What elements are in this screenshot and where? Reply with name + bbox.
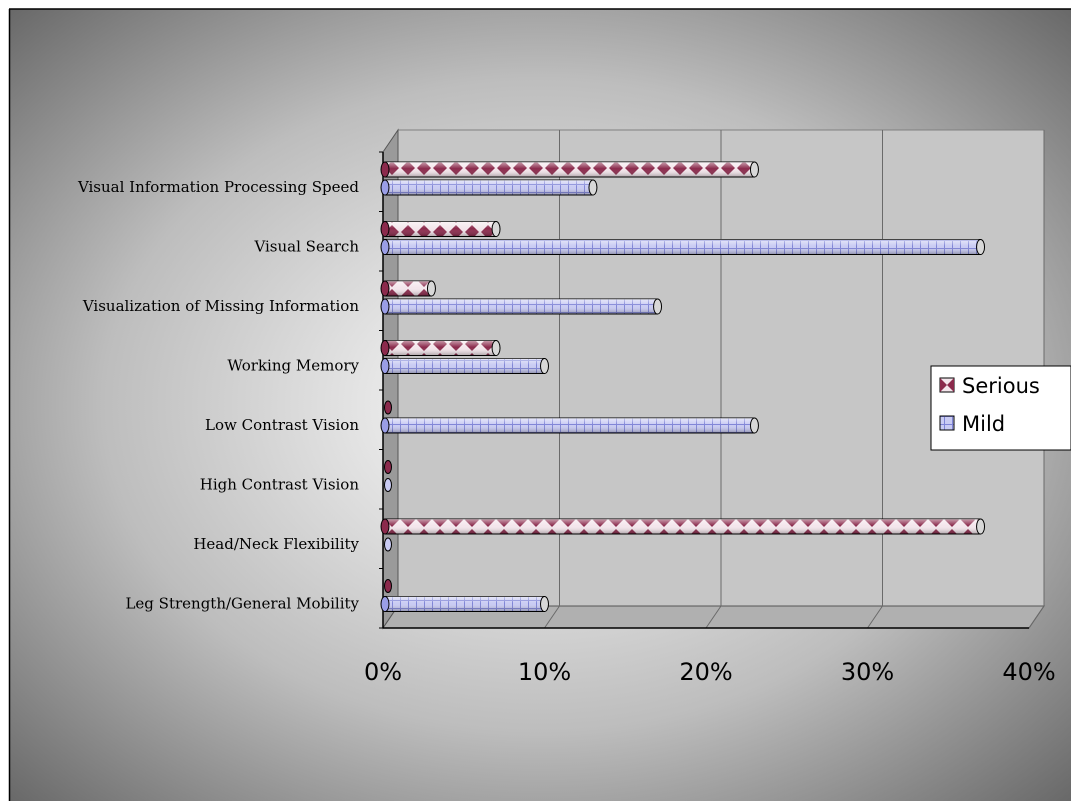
bar-serious-high-contrast-vision (384, 460, 392, 474)
bar-serious-visual-search (380, 221, 501, 237)
bar-serious-visualization-of-missing-information (380, 280, 436, 297)
category-label-head-neck-flexibility: Head/Neck Flexibility (193, 535, 359, 553)
x-tick-label: 20% (679, 658, 732, 686)
bar-mild-visualization-of-missing-information (380, 298, 663, 315)
bar-mild-visual-information-processing-speed (380, 179, 598, 196)
category-label-visualization-of-missing-information: Visualization of Missing Information (82, 297, 359, 315)
bar-serious-head-neck-flexibility (380, 518, 986, 535)
bar-serious-low-contrast-vision (384, 400, 392, 415)
category-labels: Visual Information Processing Speed Visua… (77, 178, 360, 613)
x-tick-label: 0% (364, 658, 402, 686)
category-label-low-contrast-vision: Low Contrast Vision (205, 416, 359, 434)
x-tick-label: 30% (841, 658, 894, 686)
bar-mild-low-contrast-vision (380, 417, 759, 434)
bar-serious-leg-strength-general-mobility (384, 579, 392, 593)
bar-mild-working-memory (380, 358, 549, 374)
legend-label-mild: Mild (962, 412, 1005, 436)
category-label-leg-strength-general-mobility: Leg Strength/General Mobility (125, 595, 359, 613)
gridline-floor (867, 605, 883, 629)
bar-mild-high-contrast-vision (384, 478, 392, 492)
gridline-floor (544, 605, 560, 629)
bar-mild-leg-strength-general-mobility (380, 596, 549, 612)
x-tick-labels: 0% 10% 20% 30% 40% (364, 658, 1056, 686)
category-label-high-contrast-vision: High Contrast Vision (200, 476, 360, 494)
bar-mild-head-neck-flexibility (384, 537, 392, 552)
legend-item-mild: Mild (939, 412, 1005, 436)
x-tick-label: 10% (518, 658, 571, 686)
legend-label-serious: Serious (962, 374, 1040, 398)
category-label-working-memory: Working Memory (227, 357, 359, 375)
bar-serious-visual-information-processing-speed (380, 161, 759, 178)
bar-serious-working-memory (380, 340, 501, 356)
gridline-floor (1028, 605, 1045, 629)
category-label-visual-search: Visual Search (253, 238, 359, 256)
legend: Serious Mild (930, 365, 1071, 451)
category-label-visual-information-processing-speed: Visual Information Processing Speed (77, 178, 359, 196)
gridline-floor (705, 605, 722, 629)
x-tick-label: 40% (1002, 658, 1055, 686)
bars (380, 161, 986, 612)
bar-mild-visual-search (380, 239, 986, 255)
legend-item-serious: Serious (939, 374, 1040, 398)
side-wall (382, 128, 399, 630)
